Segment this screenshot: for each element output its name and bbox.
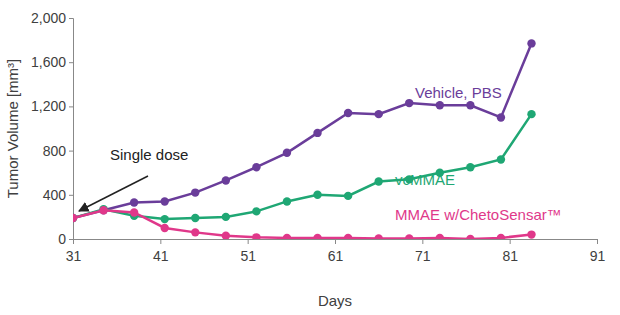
y-tick-label: 1,200 <box>31 98 66 114</box>
series-marker <box>73 214 77 222</box>
series-marker <box>99 206 107 214</box>
x-tick: 31 <box>66 239 82 264</box>
x-tick: 91 <box>590 239 606 264</box>
series-marker <box>130 208 138 216</box>
series-marker <box>283 234 291 239</box>
x-tick-mark <box>510 239 511 244</box>
series-label: Vehicle, PBS <box>415 84 502 101</box>
series-marker <box>374 234 382 239</box>
x-axis: 31 41 51 61 71 81 91 <box>66 239 606 264</box>
series-marker <box>344 234 352 239</box>
x-tick-mark <box>422 239 423 244</box>
x-tick-label: 51 <box>240 248 256 264</box>
series-marker <box>161 197 169 205</box>
series-marker <box>191 228 199 236</box>
series-markers <box>73 39 536 222</box>
series-marker <box>527 110 535 118</box>
series-marker <box>527 230 535 238</box>
y-tick: 400 <box>43 187 73 203</box>
series-marker <box>252 163 260 171</box>
series-marker <box>313 129 321 137</box>
y-tick-mark <box>69 195 73 196</box>
series-marker <box>436 101 444 109</box>
x-tick-label: 61 <box>328 248 344 264</box>
x-tick-mark <box>160 239 161 244</box>
series-marker <box>436 234 444 239</box>
series-marker <box>283 197 291 205</box>
series-line <box>73 114 532 219</box>
x-tick: 51 <box>240 239 256 264</box>
series-marker <box>344 192 352 200</box>
series-marker <box>497 113 505 121</box>
x-axis-title: Days <box>318 292 352 309</box>
series-marker <box>466 101 474 109</box>
series-marker <box>313 191 321 199</box>
y-tick-label: 800 <box>43 143 67 159</box>
x-tick-label: 41 <box>153 248 169 264</box>
series-marker <box>527 39 535 47</box>
y-tick-mark <box>69 106 73 107</box>
y-tick-mark <box>69 151 73 152</box>
x-tick-label: 81 <box>502 248 518 264</box>
y-axis-title: Tumor Volume [mm³] <box>4 59 21 198</box>
series-marker <box>191 188 199 196</box>
y-tick: 2,000 <box>31 10 73 26</box>
y-tick-mark <box>69 62 73 63</box>
x-tick-label: 31 <box>66 248 82 264</box>
x-tick-label: 71 <box>415 248 431 264</box>
y-tick: 1,600 <box>31 54 73 70</box>
series-label: vcMMAE <box>395 171 455 188</box>
x-tick: 71 <box>415 239 431 264</box>
y-tick-label: 400 <box>43 187 67 203</box>
series-marker <box>222 231 230 239</box>
series-marker <box>313 234 321 239</box>
series-marker <box>222 213 230 221</box>
x-tick-mark <box>597 239 598 244</box>
series-label: MMAE w/ChetoSensar™ <box>395 206 562 223</box>
series-marker <box>161 224 169 232</box>
series-marker <box>283 149 291 157</box>
series-marker <box>405 234 413 239</box>
x-tick-label: 91 <box>590 248 606 264</box>
series-marker <box>130 198 138 206</box>
x-tick-mark <box>335 239 336 244</box>
series-marker <box>252 233 260 239</box>
y-tick-mark <box>69 239 73 240</box>
x-axis-line <box>74 240 598 245</box>
y-tick-mark <box>69 18 73 19</box>
series-marker <box>73 214 77 222</box>
y-tick-label: 1,600 <box>31 54 66 70</box>
annotation-arrow <box>79 176 148 211</box>
series-marker <box>99 206 107 214</box>
series-marker <box>191 214 199 222</box>
y-axis: 0 400 800 1,200 1,600 2,000 <box>31 10 74 247</box>
series-marker <box>161 215 169 223</box>
series-marker <box>466 235 474 239</box>
plot: 31 41 51 61 71 81 91 0 400 800 1,200 1,600 2,000 <box>31 10 606 264</box>
x-tick: 41 <box>153 239 169 264</box>
series-marker <box>252 207 260 215</box>
y-tick-label: 2,000 <box>31 10 66 26</box>
series-line <box>73 43 532 218</box>
chart: 31 41 51 61 71 81 91 0 400 800 1,200 1,600 2,000 Days… <box>0 0 620 315</box>
series-marker <box>374 110 382 118</box>
y-axis-line <box>69 19 74 240</box>
series-marker <box>466 163 474 171</box>
y-tick: 1,200 <box>31 98 73 114</box>
y-tick: 0 <box>58 231 73 247</box>
annotation: Single dose <box>110 146 188 163</box>
series-marker <box>405 99 413 107</box>
series-marker <box>497 155 505 163</box>
series-marker <box>497 234 505 239</box>
y-tick: 800 <box>43 143 73 159</box>
series-marker <box>73 214 77 222</box>
y-tick-label: 0 <box>58 231 66 247</box>
series-marker <box>374 177 382 185</box>
series-marker <box>344 109 352 117</box>
x-tick-mark <box>248 239 249 244</box>
x-tick: 61 <box>328 239 344 264</box>
series-marker <box>222 176 230 184</box>
x-tick: 81 <box>502 239 518 264</box>
